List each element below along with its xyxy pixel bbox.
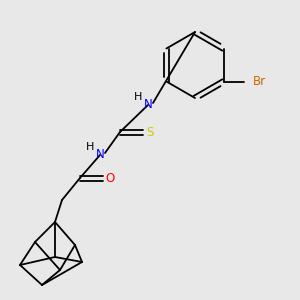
Text: O: O bbox=[105, 172, 115, 184]
Text: H: H bbox=[134, 92, 142, 102]
Text: N: N bbox=[144, 98, 152, 112]
Text: N: N bbox=[96, 148, 104, 161]
Text: H: H bbox=[86, 142, 94, 152]
Text: S: S bbox=[146, 125, 154, 139]
Text: Br: Br bbox=[253, 75, 266, 88]
